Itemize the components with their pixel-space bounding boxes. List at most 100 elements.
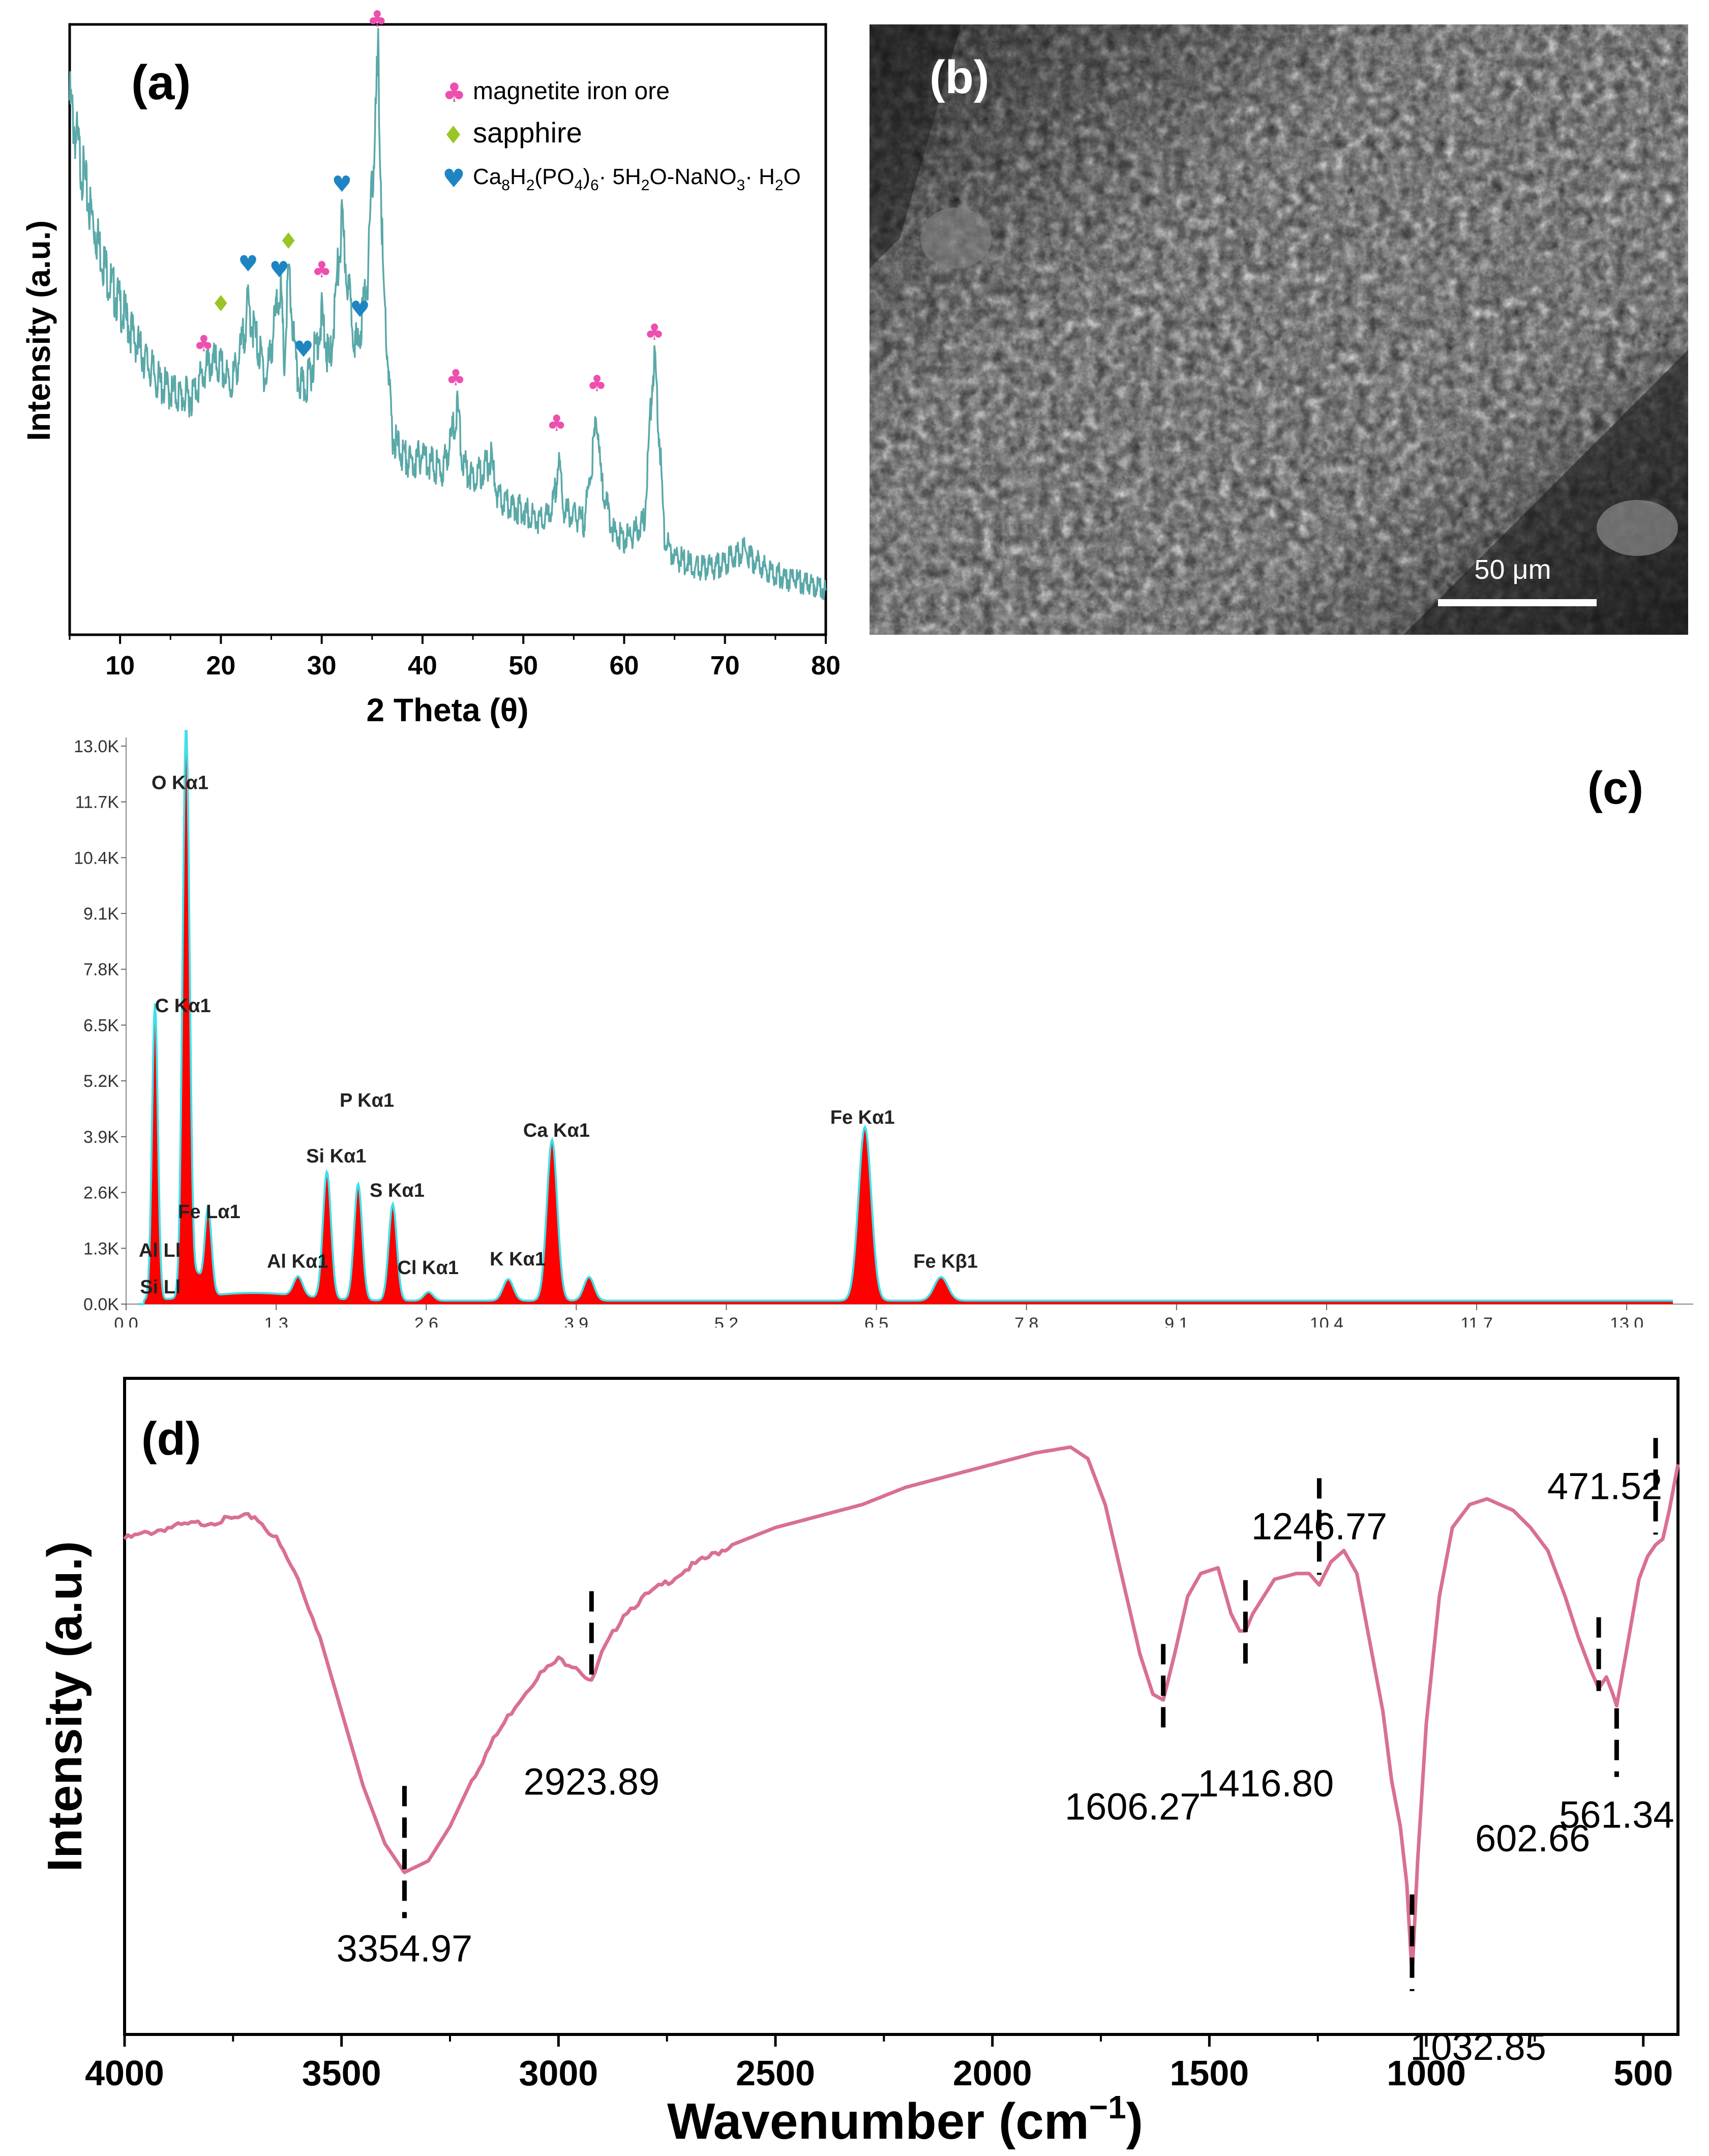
sem-panel-label: (b) [930, 51, 989, 103]
xrd-peak-marker: ♥ [269, 257, 289, 283]
eds-peak-label: C Kα1 [155, 995, 211, 1017]
sem-particle [920, 208, 992, 269]
eds-peak-label: Si Ll [140, 1277, 181, 1298]
xrd-peak-marker: ♣ [644, 319, 664, 345]
ftir-x-tick-label: 3000 [519, 2053, 598, 2093]
xrd-x-tick-label: 80 [811, 651, 841, 681]
xrd-peak-marker: ♣ [312, 257, 332, 283]
xrd-peak-marker: ♦ [279, 228, 298, 254]
eds-peak-label: Fe Kβ1 [913, 1251, 978, 1272]
ftir-x-tick-label: 2000 [953, 2053, 1032, 2093]
ftir-panel-label: (d) [141, 1413, 201, 1465]
xrd-chart: 10 20 30 40 50 60 70 80 ♣ ♦ ♥ ♥ ♦ ♥ ♣ ♥ ♥ ♣ ♣ ♣ ♣ ♣ (a) 2 Th… [20, 6, 841, 728]
legend-club-icon: ♣ [442, 78, 466, 108]
eds-x-tick-label: 13.0 [1610, 1314, 1643, 1327]
xrd-panel-label: (a) [131, 55, 191, 110]
xrd-peak-marker: ♥ [332, 171, 352, 197]
eds-y-tick-label: 2.6K [83, 1184, 119, 1203]
xrd-x-axis-label: 2 Theta (θ) [366, 692, 528, 728]
ftir-peak-label: 471.52 [1547, 1465, 1662, 1507]
eds-x-tick-label: 7.8 [1014, 1314, 1038, 1327]
eds-peak-label: S Kα1 [370, 1180, 425, 1201]
xrd-peak-marker: ♦ [211, 291, 231, 317]
eds-x-tick-label: 9.1 [1164, 1314, 1188, 1327]
eds-y-tick-label: 7.8K [83, 960, 119, 980]
eds-x-tick-label: 6.5 [864, 1314, 888, 1327]
ftir-y-axis-label: Intensity (a.u.) [38, 1541, 92, 1872]
eds-peak-label: P Kα1 [340, 1090, 394, 1111]
xrd-peak-marker: ♥ [238, 251, 258, 277]
eds-peak-label: Cl Kα1 [397, 1257, 459, 1279]
eds-peak-label: Al Ll [139, 1240, 181, 1261]
ftir-peak-label: 561.34 [1559, 1794, 1674, 1836]
eds-y-tick-label: 5.2K [83, 1072, 119, 1091]
eds-y-tick-label: 0.0K [83, 1295, 119, 1314]
ftir-peak-label: 1416.80 [1198, 1762, 1334, 1805]
ftir-x-tick-label: 1500 [1170, 2053, 1249, 2093]
xrd-pattern-line [69, 27, 827, 600]
legend-magnetite-label: magnetite iron ore [473, 78, 670, 105]
eds-y-tick-label: 9.1K [83, 904, 119, 924]
ftir-x-tick-label: 1000 [1387, 2053, 1466, 2093]
xrd-peak-marker: ♣ [367, 6, 387, 32]
xrd-peak-marker: ♣ [587, 371, 607, 397]
eds-peak-label: O Kα1 [152, 772, 208, 793]
xrd-y-axis-label: Intensity (a.u.) [20, 220, 57, 441]
xrd-x-tick-label: 50 [508, 651, 538, 681]
sem-scale-bar [1438, 599, 1597, 606]
eds-x-tick-label: 2.6 [414, 1314, 438, 1327]
ftir-peak-label: 2923.89 [524, 1761, 660, 1803]
eds-spectrum: 0.0 1.3 2.6 3.9 5.2 6.5 7.8 9.1 10.4 11.7 13.0 0.0K… [74, 730, 1693, 1327]
xrd-peak-marker: ♣ [446, 365, 466, 391]
legend-phosphate-label: Ca8H2(PO4)6· 5H2O-NaNO3· H2O [473, 164, 801, 194]
eds-x-tick-label: 3.9 [564, 1314, 588, 1327]
sem-scale-label: 50 μm [1474, 554, 1551, 585]
eds-peak-label: Fe Lα1 [178, 1201, 241, 1223]
sem-particle [1597, 500, 1678, 556]
ftir-peak-label: 1246.77 [1251, 1505, 1388, 1547]
legend-sapphire-label: sapphire [473, 116, 582, 149]
xrd-x-tick-label: 10 [105, 651, 135, 681]
xrd-x-tick-label: 40 [408, 651, 437, 681]
eds-spectrum-outline [137, 730, 1673, 1305]
ftir-x-tick-label: 4000 [85, 2053, 164, 2093]
eds-panel-label: (c) [1587, 763, 1643, 814]
xrd-peak-marker: ♥ [350, 297, 370, 322]
eds-y-tick-label: 11.7K [75, 793, 119, 812]
sem-dark-corner [870, 24, 961, 269]
ftir-plot-frame [123, 1377, 1680, 2036]
eds-y-tick-label: 1.3K [83, 1239, 119, 1258]
eds-x-tick-label: 5.2 [714, 1314, 738, 1327]
ftir-peak-label: 3354.97 [337, 1927, 473, 1969]
eds-spectrum-fill [137, 731, 1673, 1304]
eds-y-tick-label: 3.9K [83, 1128, 119, 1147]
eds-peak-label: Fe Kα1 [830, 1107, 895, 1129]
ftir-x-tick-label: 3500 [302, 2053, 381, 2093]
ftir-spectrum-line [123, 1445, 1680, 1978]
xrd-plot-frame [68, 23, 827, 636]
eds-y-tick-label: 13.0K [74, 737, 119, 756]
eds-y-tick-label: 10.4K [74, 848, 119, 868]
eds-peak-label: K Kα1 [490, 1249, 546, 1270]
xrd-x-tick-label: 30 [307, 651, 337, 681]
eds-x-tick-label: 1.3 [264, 1314, 288, 1327]
eds-x-tick-label: 11.7 [1460, 1314, 1493, 1327]
eds-x-tick-label: 10.4 [1310, 1314, 1343, 1327]
xrd-x-tick-label: 60 [610, 651, 639, 681]
legend-diamond-icon: ♦ [442, 121, 464, 150]
eds-peak-label: Si Kα1 [306, 1146, 366, 1167]
xrd-x-tick-label: 70 [710, 651, 740, 681]
sem-dark-region [1403, 350, 1688, 635]
ftir-peak-label: 1032.85 [1410, 2026, 1546, 2068]
eds-x-tick-label: 0.0 [114, 1314, 138, 1327]
ftir-peak-label: 1606.27 [1065, 1785, 1201, 1827]
ftir-peak-label: 602.66 [1475, 1817, 1590, 1859]
xrd-peak-marker: ♣ [547, 410, 566, 436]
ftir-chart: 4000 3500 3000 2500 2000 1500 1000 500 3354.97 2… [38, 1377, 1680, 2150]
eds-y-tick-label: 6.5K [83, 1016, 119, 1035]
ftir-x-axis-label: Wavenumber (cm−1) [667, 2089, 1143, 2150]
sem-micrograph: (b) 50 μm [870, 24, 1688, 635]
eds-peak-label: Al Kα1 [267, 1251, 328, 1272]
ftir-x-tick-label: 500 [1613, 2053, 1673, 2093]
eds-peak-label: Ca Kα1 [523, 1120, 590, 1141]
